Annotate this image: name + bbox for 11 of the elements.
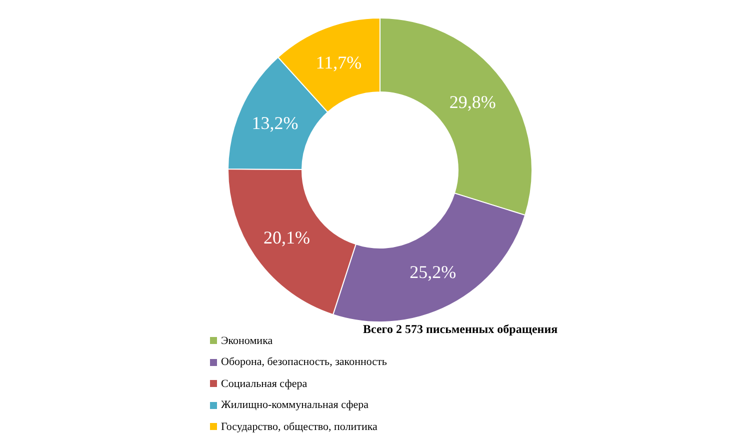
legend-label: Оборона, безопасность, законность bbox=[221, 356, 387, 368]
legend-label: Социальная сфера bbox=[221, 378, 308, 390]
legend-label: Государство, общество, политика bbox=[221, 420, 378, 433]
data-label: 11,7% bbox=[316, 52, 362, 73]
legend-label: Экономика bbox=[221, 334, 273, 347]
text: Всего 2 573 письменных обращения bbox=[363, 322, 558, 337]
legend-label: Жилищно-коммунальная сфера bbox=[221, 399, 368, 412]
data-label: 25,2% bbox=[410, 262, 456, 282]
data-label: 29,8% bbox=[449, 92, 496, 112]
data-label: 13,2% bbox=[252, 113, 298, 134]
data-label: 20,1% bbox=[264, 227, 310, 248]
